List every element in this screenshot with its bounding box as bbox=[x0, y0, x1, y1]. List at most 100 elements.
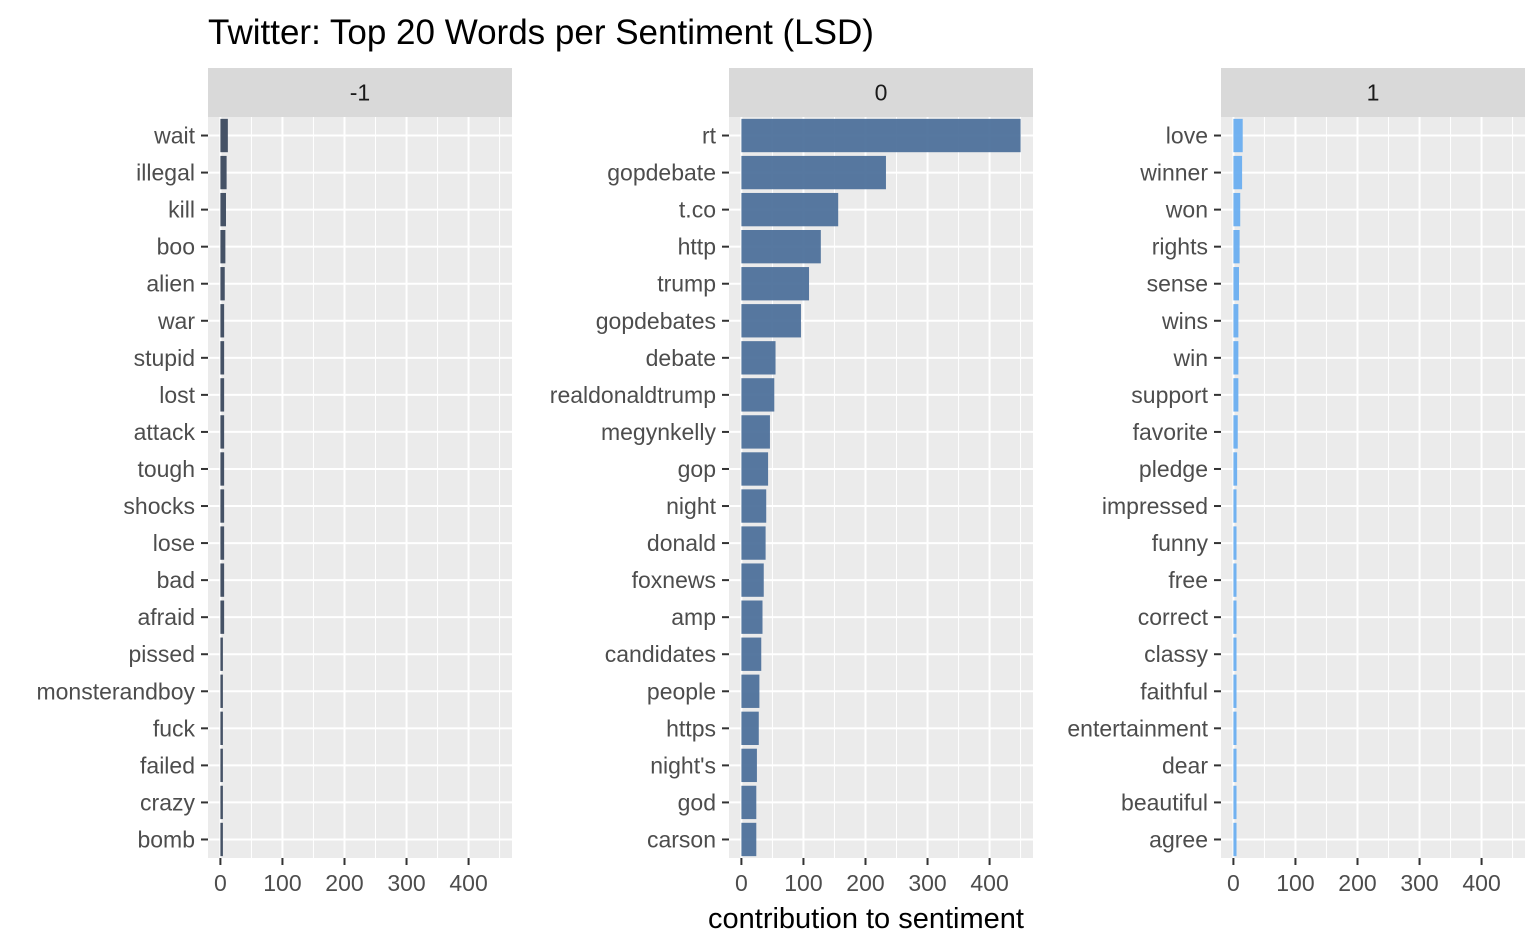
bar-gopdebate bbox=[741, 155, 886, 190]
bar-correct bbox=[1233, 600, 1237, 634]
y-tick-label: won bbox=[1165, 197, 1208, 223]
x-tick-label: 200 bbox=[846, 870, 884, 896]
bar-kill bbox=[220, 192, 226, 227]
bar-megynkelly bbox=[741, 415, 770, 449]
panel-2: 1 love winner won rights sense wins win support f… bbox=[1067, 68, 1525, 896]
y-tick-label: beautiful bbox=[1121, 789, 1208, 815]
bar-pissed bbox=[220, 637, 223, 671]
x-tick-label: 400 bbox=[970, 870, 1008, 896]
bar-monsterandboy bbox=[220, 674, 223, 708]
y-tick-label: god bbox=[678, 789, 716, 815]
y-tick-label: bomb bbox=[137, 826, 195, 852]
y-tick-label: gopdebate bbox=[607, 160, 716, 186]
y-tick-label: tough bbox=[137, 456, 195, 482]
bar-lost bbox=[220, 378, 225, 412]
panel-background bbox=[208, 117, 512, 858]
bar-night bbox=[741, 489, 767, 523]
y-tick-label: t.co bbox=[679, 197, 716, 223]
y-tick-label: debate bbox=[646, 345, 716, 371]
y-tick-label: agree bbox=[1149, 826, 1208, 852]
x-tick-label: 0 bbox=[735, 870, 748, 896]
bar-sense bbox=[1233, 267, 1239, 301]
bar-https bbox=[741, 711, 759, 745]
y-tick-label: rights bbox=[1152, 234, 1208, 260]
bar-donald bbox=[741, 526, 766, 560]
y-tick-label: correct bbox=[1138, 604, 1209, 630]
y-tick-label: win bbox=[1172, 345, 1208, 371]
bar-god bbox=[741, 785, 757, 820]
bar-impressed bbox=[1233, 489, 1237, 523]
x-tick-label: 100 bbox=[263, 870, 301, 896]
y-tick-label: dear bbox=[1162, 752, 1208, 778]
bar-http bbox=[741, 230, 821, 264]
bar-win bbox=[1233, 341, 1239, 375]
y-tick-label: http bbox=[678, 234, 716, 260]
bar-funny bbox=[1233, 526, 1237, 560]
x-tick-label: 100 bbox=[1276, 870, 1314, 896]
bar-bad bbox=[220, 563, 225, 597]
facet-strip bbox=[1221, 68, 1525, 117]
bar-beautiful bbox=[1233, 785, 1237, 820]
chart-title: Twitter: Top 20 Words per Sentiment (LSD… bbox=[208, 13, 874, 52]
y-tick-label: foxnews bbox=[632, 567, 716, 593]
bar-war bbox=[220, 304, 225, 338]
x-tick-label: 200 bbox=[1338, 870, 1376, 896]
x-axis-label: contribution to sentiment bbox=[708, 903, 1024, 935]
y-tick-label: lost bbox=[159, 382, 195, 408]
facet-strip bbox=[729, 68, 1033, 117]
facet-strip-label: 0 bbox=[875, 80, 888, 106]
bar-afraid bbox=[220, 600, 225, 634]
bar-dear bbox=[1233, 748, 1237, 783]
bar-free bbox=[1233, 563, 1237, 597]
y-tick-label: gop bbox=[678, 456, 716, 482]
y-tick-label: wait bbox=[153, 123, 196, 149]
panel-1: 0 rt gopdebate t.co http trump gopdebates debat… bbox=[550, 68, 1033, 896]
bar-favorite bbox=[1233, 415, 1238, 449]
bar-support bbox=[1233, 378, 1239, 412]
y-tick-label: free bbox=[1168, 567, 1208, 593]
y-tick-label: faithful bbox=[1140, 678, 1208, 704]
x-tick-label: 300 bbox=[387, 870, 425, 896]
y-tick-label: attack bbox=[134, 419, 196, 445]
bar-shocks bbox=[220, 489, 225, 523]
y-tick-label: carson bbox=[647, 826, 716, 852]
x-tick-label: 0 bbox=[1227, 870, 1240, 896]
y-tick-label: alien bbox=[146, 271, 195, 297]
y-tick-label: monsterandboy bbox=[36, 678, 195, 704]
bar-boo bbox=[220, 230, 226, 264]
bar-candidates bbox=[741, 637, 762, 671]
y-tick-label: failed bbox=[140, 752, 195, 778]
y-tick-label: night bbox=[666, 493, 716, 519]
bar-won bbox=[1233, 192, 1241, 227]
y-tick-label: trump bbox=[657, 271, 716, 297]
y-tick-label: winner bbox=[1139, 160, 1208, 186]
x-tick-label: 400 bbox=[1462, 870, 1500, 896]
bar-amp bbox=[741, 600, 763, 634]
bar-faithful bbox=[1233, 674, 1237, 708]
y-tick-label: impressed bbox=[1102, 493, 1208, 519]
y-tick-label: megynkelly bbox=[601, 419, 717, 445]
bar-rt bbox=[741, 118, 1021, 153]
y-tick-label: fuck bbox=[153, 715, 196, 741]
bar-illegal bbox=[220, 155, 227, 190]
bar-night's bbox=[741, 748, 757, 783]
y-tick-label: stupid bbox=[134, 345, 195, 371]
x-tick-label: 300 bbox=[908, 870, 946, 896]
bar-attack bbox=[220, 415, 225, 449]
x-tick-label: 100 bbox=[784, 870, 822, 896]
y-tick-label: classy bbox=[1144, 641, 1208, 667]
y-tick-label: entertainment bbox=[1067, 715, 1208, 741]
y-tick-label: realdonaldtrump bbox=[550, 382, 716, 408]
facet-strip-label: -1 bbox=[350, 80, 370, 106]
bar-t.co bbox=[741, 192, 839, 227]
bar-gop bbox=[741, 452, 769, 486]
y-tick-label: love bbox=[1166, 123, 1208, 149]
x-tick-label: 400 bbox=[449, 870, 487, 896]
x-tick-label: 200 bbox=[325, 870, 363, 896]
y-tick-label: favorite bbox=[1133, 419, 1208, 445]
y-tick-label: shocks bbox=[123, 493, 195, 519]
y-tick-label: bad bbox=[157, 567, 195, 593]
panel-0: -1 wait illegal kill boo alien war stupid lost at… bbox=[36, 68, 512, 896]
y-tick-label: people bbox=[647, 678, 716, 704]
